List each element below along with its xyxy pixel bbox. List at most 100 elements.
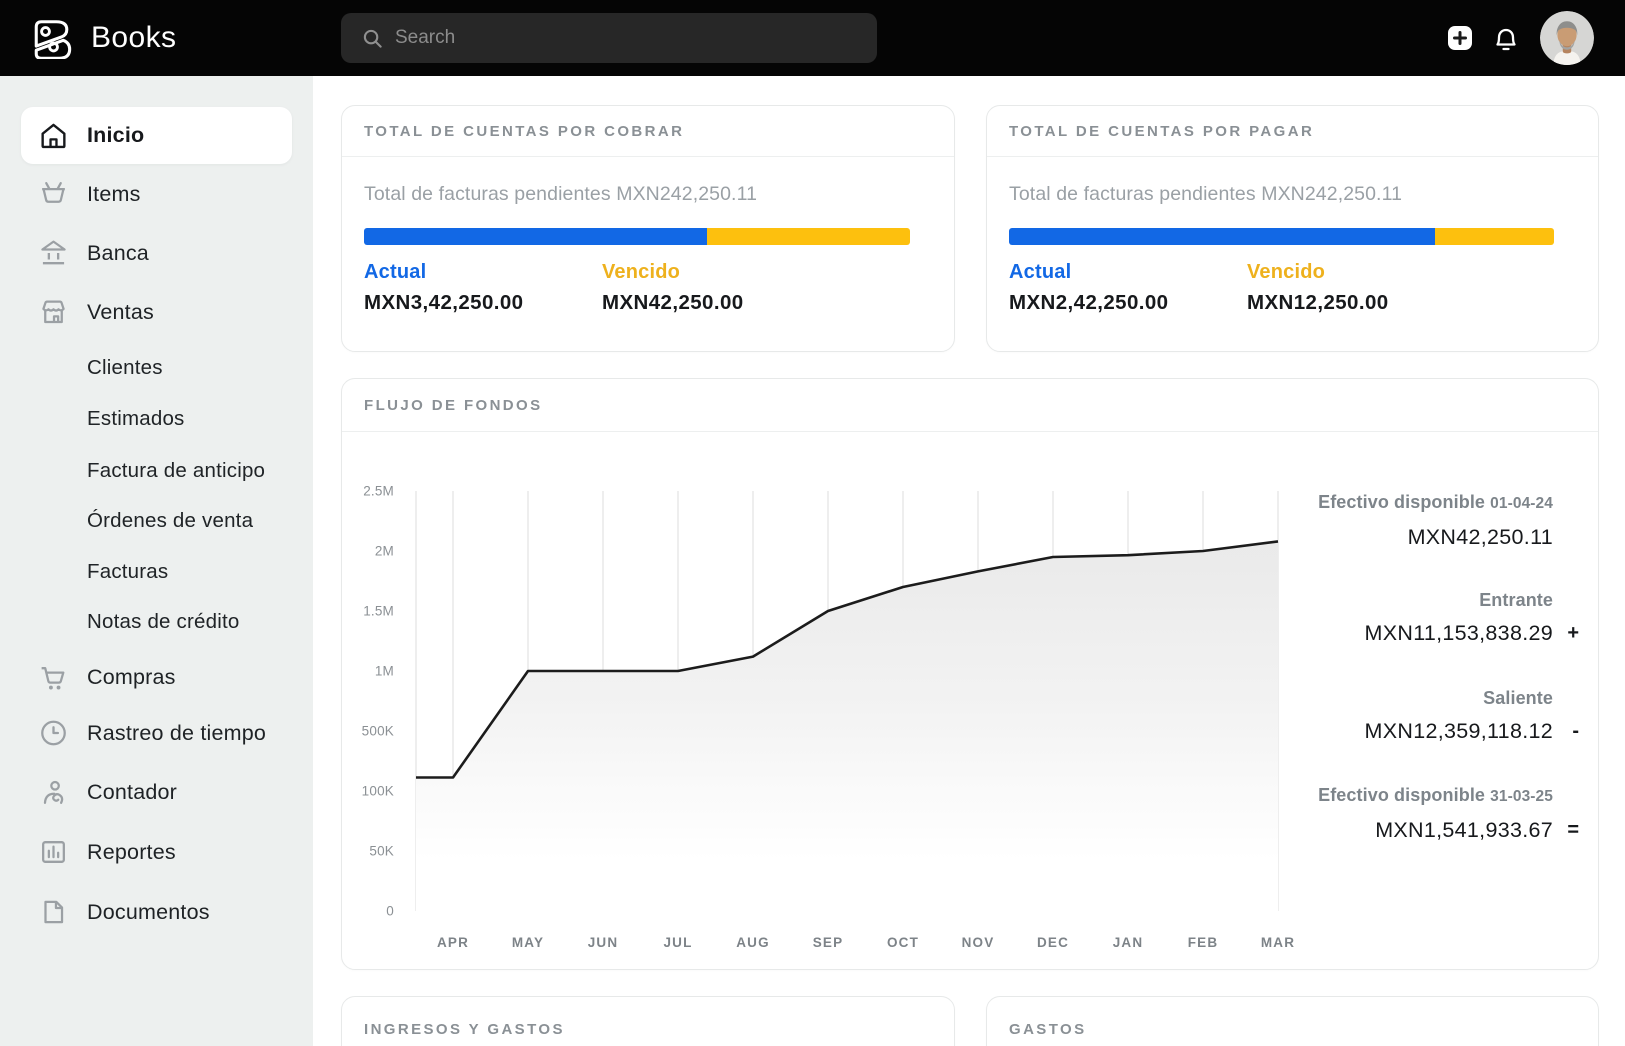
sidebar-item-factura-de-anticipo[interactable]: Factura de anticipo xyxy=(21,449,292,493)
sidebar-item-rastreo-de-tiempo[interactable]: Rastreo de tiempo xyxy=(21,711,292,755)
receivables-overdue-segment xyxy=(706,228,910,245)
sidebar-item-ventas[interactable]: Ventas xyxy=(21,290,292,334)
receivables-overdue-col: Vencido MXN42,250.00 xyxy=(602,262,840,315)
sidebar-item-reportes[interactable]: Reportes xyxy=(21,830,292,874)
x-axis-label: JUL xyxy=(663,935,692,950)
store-icon xyxy=(38,297,69,328)
cashflow-summary-label: Entrante xyxy=(1479,590,1553,610)
add-button[interactable] xyxy=(1448,26,1472,50)
cart-icon xyxy=(38,662,69,693)
cashflow-summary-item: Efectivo disponible 31-03-25 MXN1,541,933… xyxy=(1318,784,1579,844)
cashflow-summary-amount: MXN12,359,118.12 xyxy=(1364,719,1553,743)
cashflow-summary-operator: - xyxy=(1572,720,1579,742)
sidebar-item-label: Documentos xyxy=(87,899,210,924)
receivables-current-segment xyxy=(364,228,707,245)
sidebar-item-label: Ventas xyxy=(87,299,154,324)
receivables-card: TOTAL DE CUENTAS POR COBRAR Total de fac… xyxy=(341,105,955,352)
y-axis-label: 500K xyxy=(362,724,394,739)
sidebar-item-label: Contador xyxy=(87,780,178,804)
sidebar-item-label: Factura de anticipo xyxy=(87,458,266,482)
bank-icon xyxy=(38,238,69,269)
payables-card-title: TOTAL DE CUENTAS POR PAGAR xyxy=(1009,122,1315,140)
sidebar-item-label: Banca xyxy=(87,240,149,265)
payables-legend: Actual MXN2,42,250.00 Vencido MXN12,250.… xyxy=(1009,262,1576,315)
x-axis-label: NOV xyxy=(962,935,995,950)
receivables-current-col: Actual MXN3,42,250.00 xyxy=(364,262,602,315)
clock-icon xyxy=(38,718,69,749)
y-axis-label: 2.5M xyxy=(363,484,394,499)
x-axis-label: APR xyxy=(437,935,469,950)
payables-overdue-label: Vencido xyxy=(1247,261,1326,283)
cashflow-summary-label: Efectivo disponible 31-03-25 xyxy=(1318,785,1553,805)
cashflow-summary-operator: + xyxy=(1567,622,1579,644)
sidebar-item-documentos[interactable]: Documentos xyxy=(21,890,292,934)
expenses-card-title: GASTOS xyxy=(1009,1020,1087,1038)
sidebar-item-label: Compras xyxy=(87,665,176,689)
cashflow-summary-date: 31-03-25 xyxy=(1490,788,1553,805)
x-axis-label: AUG xyxy=(736,935,770,950)
search-input[interactable] xyxy=(395,27,815,49)
y-axis-label: 1M xyxy=(375,664,394,679)
x-axis-label: SEP xyxy=(813,935,844,950)
cashflow-summary-item: Entrante MXN11,153,838.29 + xyxy=(1365,589,1579,647)
sidebar-item-clientes[interactable]: Clientes xyxy=(21,346,292,390)
payables-overdue-col: Vencido MXN12,250.00 xyxy=(1247,262,1485,315)
payables-card-header: TOTAL DE CUENTAS POR PAGAR xyxy=(987,106,1598,157)
report-icon xyxy=(38,837,69,868)
sidebar-item-items[interactable]: Items xyxy=(21,172,292,216)
payables-progress-bar xyxy=(1009,228,1554,245)
document-icon xyxy=(38,897,69,928)
sidebar-item-label: Reportes xyxy=(87,839,176,864)
plus-icon xyxy=(1453,31,1467,45)
cashflow-line xyxy=(416,540,1279,779)
sidebar-item-notas-de-credito[interactable]: Notas de crédito xyxy=(21,600,292,644)
receivables-subtitle: Total de facturas pendientes MXN242,250.… xyxy=(364,183,758,205)
payables-current-label: Actual xyxy=(1009,261,1072,283)
sidebar-item-label: Facturas xyxy=(87,560,169,583)
income-expense-card: INGRESOS Y GASTOS xyxy=(341,996,955,1046)
sidebar-item-label: Rastreo de tiempo xyxy=(87,720,267,745)
search-icon xyxy=(362,28,383,49)
x-axis-label: MAY xyxy=(512,935,544,950)
sidebar-item-inicio[interactable]: Inicio xyxy=(21,107,292,164)
brand[interactable]: Books xyxy=(31,17,176,60)
y-axis-label: 1.5M xyxy=(363,604,394,619)
sidebar-item-estimados[interactable]: Estimados xyxy=(21,397,292,441)
y-axis-label: 100K xyxy=(362,784,394,799)
sidebar: Inicio Items Banca Ventas Clientes Estimados F… xyxy=(0,76,313,1046)
cashflow-summary-item: Saliente MXN12,359,118.12- xyxy=(1365,687,1579,745)
receivables-current-label: Actual xyxy=(364,261,427,283)
cashflow-card-title: FLUJO DE FONDOS xyxy=(364,396,543,414)
cashflow-summary-date: 01-04-24 xyxy=(1490,495,1553,512)
receivables-legend: Actual MXN3,42,250.00 Vencido MXN42,250.… xyxy=(364,262,932,315)
expenses-card: GASTOS xyxy=(986,996,1599,1046)
sidebar-item-contador[interactable]: Contador xyxy=(21,771,292,815)
cashflow-summary-operator: = xyxy=(1567,819,1579,841)
sidebar-item-facturas[interactable]: Facturas xyxy=(21,550,292,594)
main-content: TOTAL DE CUENTAS POR COBRAR Total de fac… xyxy=(313,76,1625,1046)
receivables-overdue-value: MXN42,250.00 xyxy=(602,291,744,314)
sidebar-item-label: Items xyxy=(87,181,141,206)
y-axis-label: 50K xyxy=(369,844,394,859)
sidebar-item-compras[interactable]: Compras xyxy=(21,656,292,700)
cashflow-summary-item: Efectivo disponible 01-04-24 MXN42,250.11 xyxy=(1318,491,1579,551)
sidebar-item-label: Inicio xyxy=(87,123,145,147)
sidebar-item-banca[interactable]: Banca xyxy=(21,231,292,275)
user-avatar[interactable] xyxy=(1540,11,1594,65)
sidebar-item-label: Clientes xyxy=(87,356,163,379)
x-axis-label: JAN xyxy=(1113,935,1144,950)
payables-overdue-segment xyxy=(1434,228,1554,245)
search-box[interactable] xyxy=(341,13,877,63)
payables-overdue-value: MXN12,250.00 xyxy=(1247,291,1389,314)
x-axis-label: JUN xyxy=(588,935,619,950)
sidebar-item-ordenes-de-venta[interactable]: Órdenes de venta xyxy=(21,499,292,543)
cashflow-summary-amount: MXN11,153,838.29 xyxy=(1364,621,1553,645)
cashflow-summary-amount: MXN42,250.11 xyxy=(1407,525,1553,549)
home-icon xyxy=(38,120,69,151)
cashflow-card: FLUJO DE FONDOS 0 50K 100K 500K 1M 1.5M 2M 2.5M… xyxy=(341,378,1599,970)
y-axis-label: 2M xyxy=(375,544,394,559)
income-expense-card-header: INGRESOS Y GASTOS xyxy=(342,997,954,1046)
notifications-bell-icon[interactable] xyxy=(1493,25,1519,52)
cashflow-summary-label: Efectivo disponible 01-04-24 xyxy=(1318,492,1553,512)
receivables-overdue-label: Vencido xyxy=(602,261,681,283)
